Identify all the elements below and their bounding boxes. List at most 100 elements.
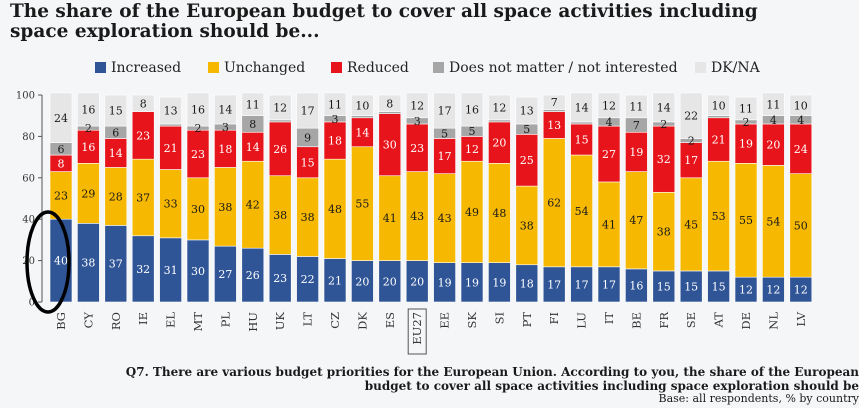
value-label: 19 — [629, 146, 643, 159]
value-label: 26 — [246, 269, 260, 282]
value-label: 37 — [109, 258, 123, 271]
value-label: 20 — [355, 275, 369, 288]
value-label: 14 — [246, 141, 260, 154]
value-label: 38 — [657, 226, 671, 239]
value-label: 41 — [602, 218, 616, 231]
y-tick-label: 100 — [16, 91, 35, 102]
value-label: 62 — [547, 197, 561, 210]
value-label: 54 — [575, 205, 589, 218]
value-label: 3 — [414, 115, 421, 128]
value-label: 26 — [273, 143, 287, 156]
x-tick-label: BG — [54, 312, 68, 330]
y-tick-label: 80 — [22, 132, 35, 143]
bar-si-does-not-matter-not-interested — [488, 119, 511, 123]
bar-de-dk-na — [734, 96, 758, 121]
value-label: 4 — [770, 114, 777, 127]
value-label: 38 — [520, 219, 534, 232]
bar-dk-dk-na — [351, 94, 374, 117]
x-tick-label: SK — [465, 312, 479, 329]
value-label: 7 — [633, 119, 640, 132]
legend-label-does-not-matter-not-interested: Does not matter / not interested — [449, 60, 678, 76]
value-label: 6 — [112, 126, 119, 139]
value-label: 12 — [794, 284, 808, 297]
x-tick-label: LV — [794, 311, 808, 326]
highlight-circle — [25, 210, 71, 314]
value-label: 20 — [410, 275, 424, 288]
bar-se-dk-na — [679, 92, 703, 139]
value-label: 20 — [383, 275, 397, 288]
bar-ee-dk-na — [433, 92, 456, 129]
value-label: 9 — [304, 131, 311, 144]
value-label: 3 — [332, 113, 339, 126]
value-label: 48 — [492, 207, 506, 220]
value-label: 8 — [58, 157, 65, 170]
x-tick-label: IE — [136, 312, 150, 325]
bar-uk-does-not-matter-not-interested — [268, 119, 292, 123]
value-label: 12 — [739, 284, 753, 297]
bar-hu-dk-na — [241, 92, 265, 117]
value-label: 17 — [575, 278, 589, 291]
value-label: 18 — [520, 277, 534, 290]
value-label: 15 — [575, 134, 589, 147]
value-label: 11 — [246, 98, 260, 111]
value-label: 48 — [328, 203, 342, 216]
x-tick-label: AT — [712, 312, 726, 329]
value-label: 38 — [218, 201, 232, 214]
value-label: 21 — [712, 134, 726, 147]
bars — [49, 92, 813, 303]
value-label: 5 — [441, 127, 448, 140]
value-label: 43 — [438, 212, 452, 225]
value-label: 40 — [54, 255, 68, 268]
value-label: 2 — [660, 118, 667, 131]
value-label: 5 — [469, 125, 476, 138]
value-label: 38 — [273, 209, 287, 222]
value-label: 12 — [465, 143, 479, 156]
legend: Increased Unchanged Reduced Does not matter… — [95, 60, 761, 76]
value-label: 32 — [657, 153, 671, 166]
value-label: 6 — [58, 143, 65, 156]
bar-el-does-not-matter-not-interested — [159, 123, 182, 127]
x-tick-label: ES — [383, 312, 397, 328]
legend-label-increased: Increased — [111, 60, 181, 76]
footnote-base: Base: all respondents, % by country — [658, 392, 859, 405]
value-label: 16 — [465, 103, 479, 116]
value-label: 30 — [191, 265, 205, 278]
x-tick-label: CZ — [328, 312, 342, 329]
bar-mt-dk-na — [186, 92, 210, 127]
value-label: 16 — [81, 103, 95, 116]
x-tick-label: EU27 — [410, 312, 424, 345]
value-label: 20 — [766, 139, 780, 152]
value-label: 37 — [136, 191, 150, 204]
value-label: 17 — [438, 150, 452, 163]
value-label: 10 — [794, 99, 808, 112]
legend-label-reduced: Reduced — [347, 60, 409, 76]
value-label: 14 — [218, 103, 232, 116]
value-label: 8 — [386, 97, 393, 110]
value-label: 53 — [712, 210, 726, 223]
value-label: 13 — [547, 119, 561, 132]
highlight-box — [407, 308, 427, 355]
x-tick-label: DK — [355, 312, 369, 330]
bar-lv-dk-na — [789, 94, 813, 117]
value-label: 15 — [301, 156, 315, 169]
value-label: 16 — [191, 103, 205, 116]
value-label: 10 — [712, 99, 726, 112]
bar-lu-dk-na — [570, 92, 593, 123]
value-label: 17 — [602, 278, 616, 291]
x-tick-label: DE — [739, 312, 753, 330]
bar-eu27-dk-na — [405, 92, 429, 119]
value-label: 31 — [164, 264, 178, 277]
legend-swatch-does-not-matter-not-interested — [433, 62, 444, 73]
x-tick-label: PT — [520, 312, 534, 328]
value-label: 14 — [657, 101, 671, 114]
value-label: 16 — [629, 279, 643, 292]
legend-swatch-increased — [95, 62, 106, 73]
x-axis-labels: BG CY RO IE EL MT PL HU UK LT CZ DK ES EU27 EE SK SI PT FI… — [54, 308, 808, 355]
value-label: 12 — [766, 284, 780, 297]
value-label: 15 — [657, 280, 671, 293]
value-label: 15 — [684, 280, 698, 293]
value-label: 11 — [766, 98, 780, 111]
value-label: 54 — [766, 215, 780, 228]
value-label: 12 — [410, 99, 424, 112]
value-label: 33 — [164, 198, 178, 211]
